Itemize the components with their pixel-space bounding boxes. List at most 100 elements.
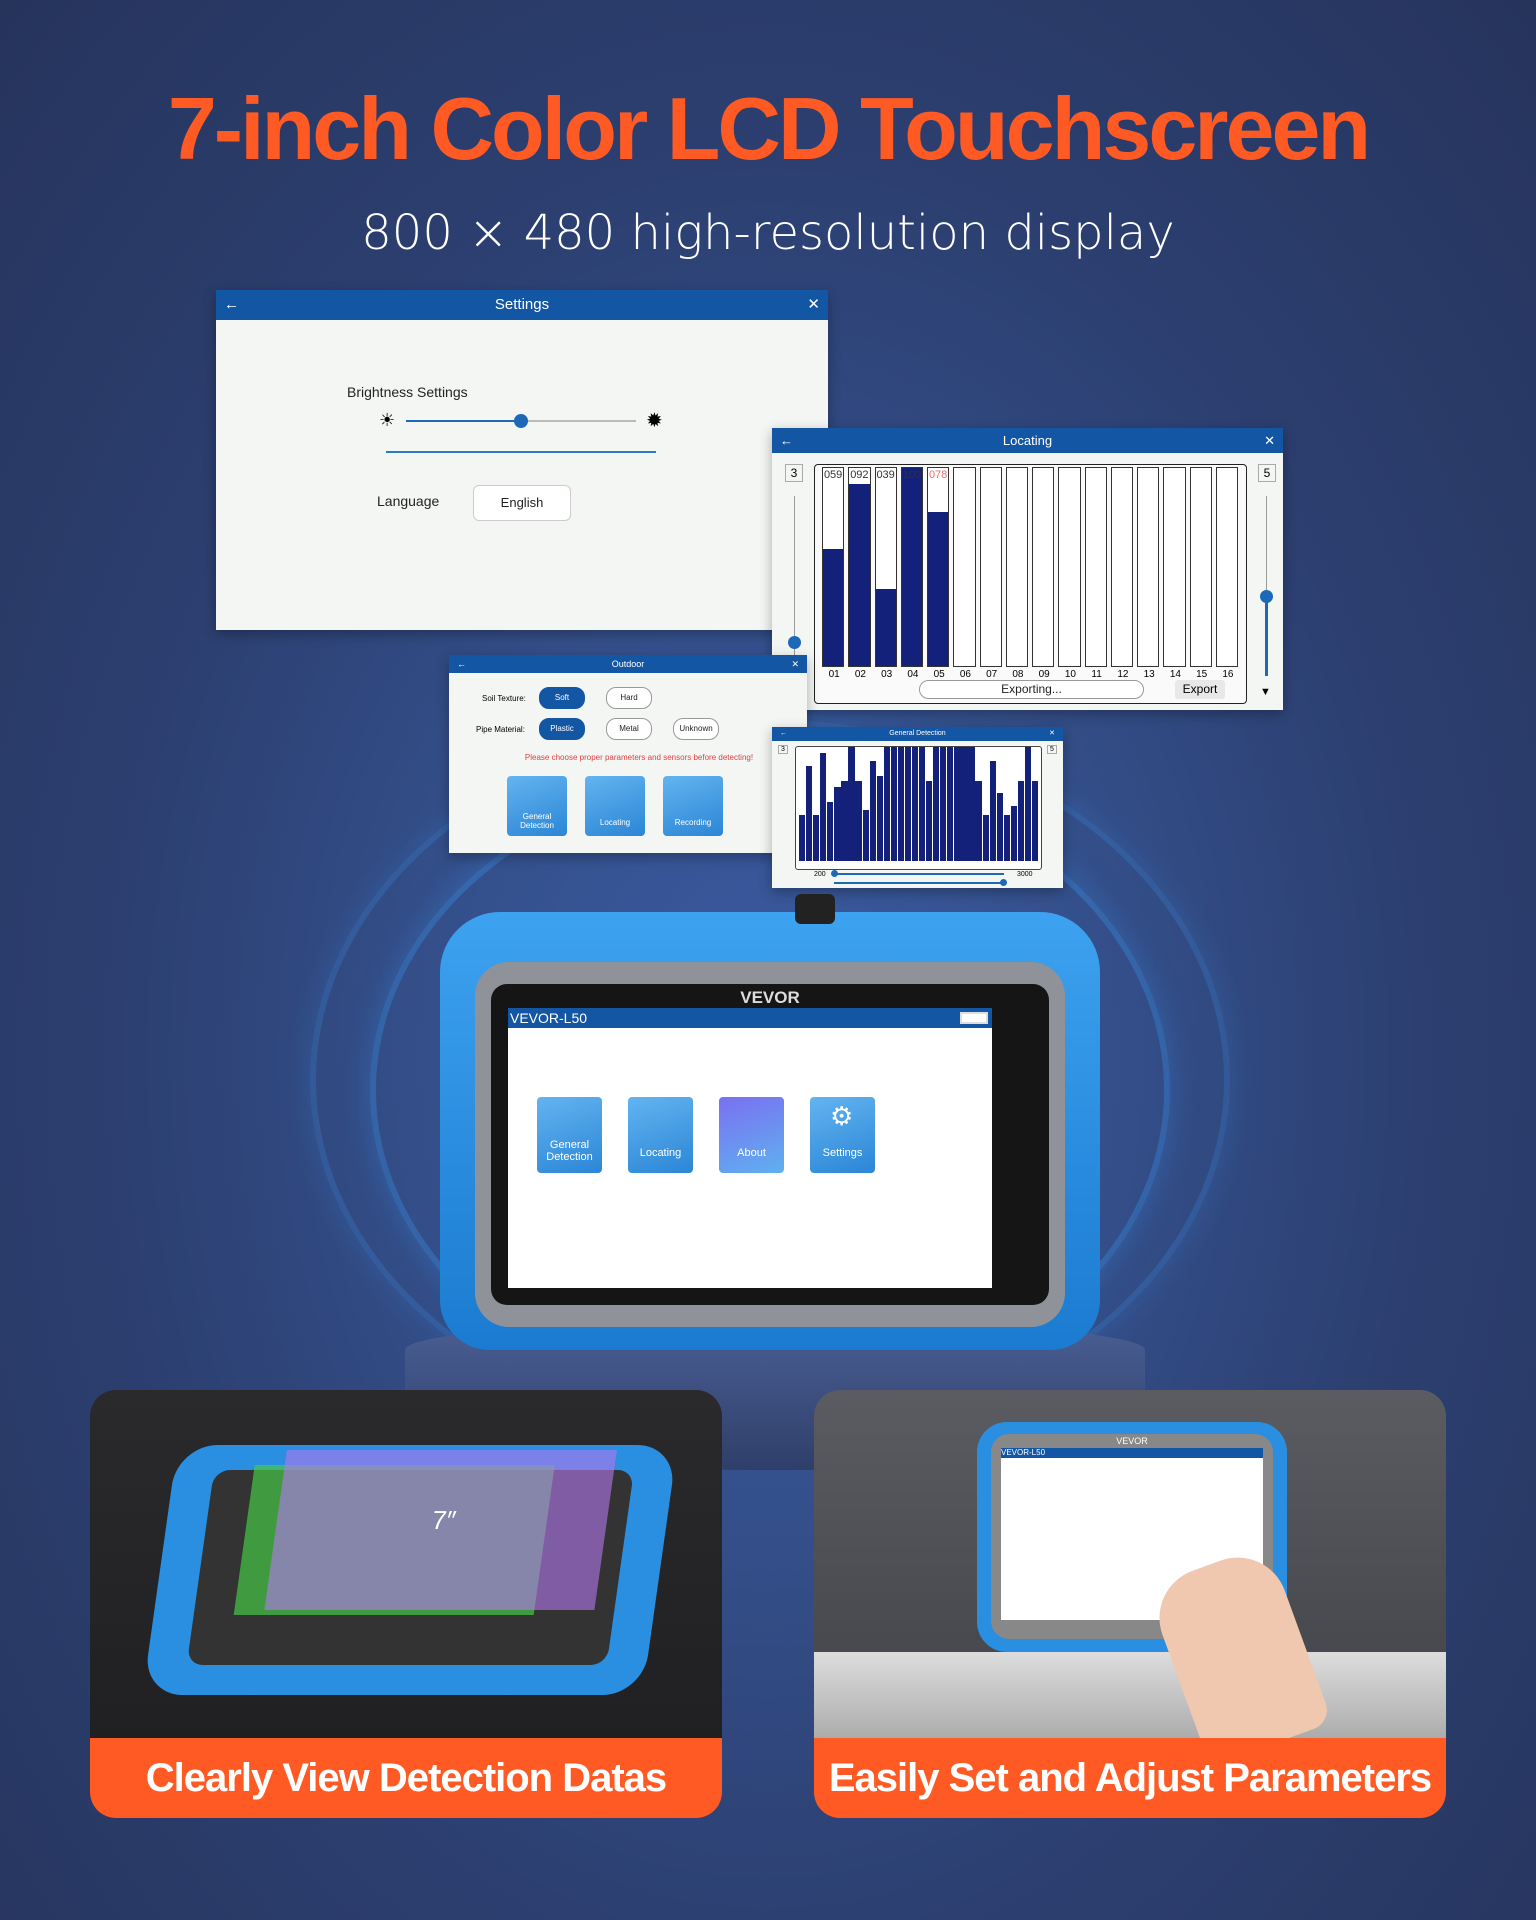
channel-bar	[953, 467, 976, 667]
channel-label: 16	[1222, 669, 1234, 680]
warning-text: Please choose proper parameters and sens…	[524, 753, 754, 762]
channel-label: 08	[1012, 669, 1024, 680]
detection-bar	[799, 815, 806, 861]
export-status: Exporting...	[919, 680, 1144, 699]
pipe-option-unknown[interactable]: Unknown	[673, 718, 719, 740]
detection-bar	[926, 781, 933, 861]
channel-label: 14	[1169, 669, 1181, 680]
channel-label: 03	[881, 669, 893, 680]
brightness-label: Brightness Settings	[347, 384, 468, 400]
language-select[interactable]: English	[473, 485, 571, 521]
detection-bar	[954, 747, 961, 861]
down-arrow-icon[interactable]: ▼	[1260, 686, 1271, 698]
right-value-box: 5	[1258, 464, 1276, 482]
tile-general-detection[interactable]: General Detection	[507, 776, 567, 836]
range-min: 200	[814, 871, 826, 878]
detection-bar	[855, 781, 862, 861]
caption: Clearly View Detection Datas	[90, 1738, 722, 1818]
bar-value: 092	[850, 469, 869, 481]
bar-fill	[823, 549, 844, 666]
tile-settings[interactable]: ⚙ Settings	[810, 1097, 875, 1173]
detection-bar	[813, 815, 820, 861]
channel-label: 01	[828, 669, 840, 680]
range-max: 3000	[1017, 871, 1033, 878]
channel-bar	[1058, 467, 1081, 667]
tile-locating[interactable]: Locating	[585, 776, 645, 836]
pipe-option-plastic[interactable]: Plastic	[539, 718, 585, 740]
close-icon[interactable]: ✕	[1049, 730, 1055, 737]
detection-bar	[1031, 781, 1039, 861]
bar-fill	[928, 511, 949, 666]
tile-locating[interactable]: Locating	[628, 1097, 693, 1173]
export-button[interactable]: Export	[1175, 680, 1225, 699]
detection-chart	[795, 746, 1042, 870]
device-screen: VEVOR-L50 General Detection Locating Abo…	[508, 1008, 992, 1288]
channel-label: 11	[1091, 669, 1102, 680]
right-value-box: 5	[1047, 745, 1057, 754]
detection-bar	[1003, 815, 1010, 861]
soil-label: Soil Texture:	[482, 694, 526, 703]
detection-bar	[911, 747, 919, 861]
channel-bar: 039	[874, 467, 897, 667]
tile-recording[interactable]: Recording	[663, 776, 723, 836]
right-slider[interactable]	[1260, 496, 1273, 676]
channel-bar	[1163, 467, 1186, 667]
soil-option-hard[interactable]: Hard	[606, 687, 652, 709]
detection-bar	[890, 747, 897, 861]
screen-title: VEVOR-L50	[1001, 1448, 1263, 1458]
detection-bar	[848, 747, 855, 861]
channel-bar: 078	[927, 467, 950, 667]
detection-bar	[947, 747, 954, 861]
channel-bar	[979, 467, 1002, 667]
channel-bar	[1084, 467, 1107, 667]
channel-bar	[1005, 467, 1028, 667]
bar-value: 078	[928, 469, 948, 481]
back-arrow-icon[interactable]: ←	[224, 296, 239, 313]
channel-label: 04	[907, 669, 919, 680]
brightness-slider[interactable]	[406, 414, 636, 428]
back-arrow-icon[interactable]: ←	[457, 659, 466, 669]
back-arrow-icon[interactable]: ←	[780, 730, 787, 737]
detection-bar	[841, 781, 848, 861]
channel-bar	[1110, 467, 1133, 667]
detection-bar	[827, 801, 834, 861]
bar-value: 039	[876, 469, 895, 481]
tile-general-detection[interactable]: General Detection	[537, 1097, 602, 1173]
left-slider[interactable]	[788, 496, 801, 656]
bar-value: 100	[902, 469, 922, 481]
channel-label: 06	[959, 669, 971, 680]
pipe-option-metal[interactable]: Metal	[606, 718, 652, 740]
settings-window: ← Settings ✕ Brightness Settings ☀ ✹ Lan…	[216, 290, 828, 630]
sun-bright-icon: ✹	[646, 410, 663, 432]
channel-bar: 100	[900, 467, 923, 667]
divider	[386, 451, 656, 453]
soil-option-soft[interactable]: Soft	[539, 687, 585, 709]
channel-bar: 059	[822, 467, 845, 667]
close-icon[interactable]: ✕	[791, 659, 799, 669]
detection-bar	[1024, 747, 1032, 861]
detection-bar	[961, 747, 968, 861]
detection-bar	[904, 747, 912, 861]
screen-title: VEVOR-L50	[510, 1010, 588, 1026]
back-arrow-icon[interactable]: ←	[780, 433, 793, 448]
detection-bar	[996, 792, 1003, 861]
detection-bar	[862, 809, 869, 861]
bar-fill	[875, 588, 896, 666]
detection-bar	[968, 747, 975, 861]
gear-icon: ⚙	[830, 1101, 854, 1131]
brand-logo: VEVOR	[740, 988, 800, 1007]
battery-icon	[960, 1012, 988, 1024]
range-slider-min[interactable]	[831, 870, 1004, 877]
locating-chart: 059 01 092 02 039 03 100 04 078 05 06 07 08 09 10 11 12 1…	[814, 464, 1247, 704]
close-icon[interactable]: ✕	[807, 296, 820, 313]
general-detection-window: ← General Detection ✕ 3 5 200 3000	[772, 727, 1063, 888]
window-title: General Detection	[889, 730, 946, 737]
channel-label: 15	[1196, 669, 1208, 680]
detection-bar	[1010, 806, 1017, 861]
close-icon[interactable]: ✕	[1264, 433, 1275, 448]
range-slider-max[interactable]	[834, 879, 1007, 886]
tile-about[interactable]: About	[719, 1097, 784, 1173]
device-angled: 7″	[142, 1445, 678, 1695]
headline: 7-inch Color LCD Touchscreen	[167, 79, 1371, 178]
detection-bar	[975, 781, 982, 861]
